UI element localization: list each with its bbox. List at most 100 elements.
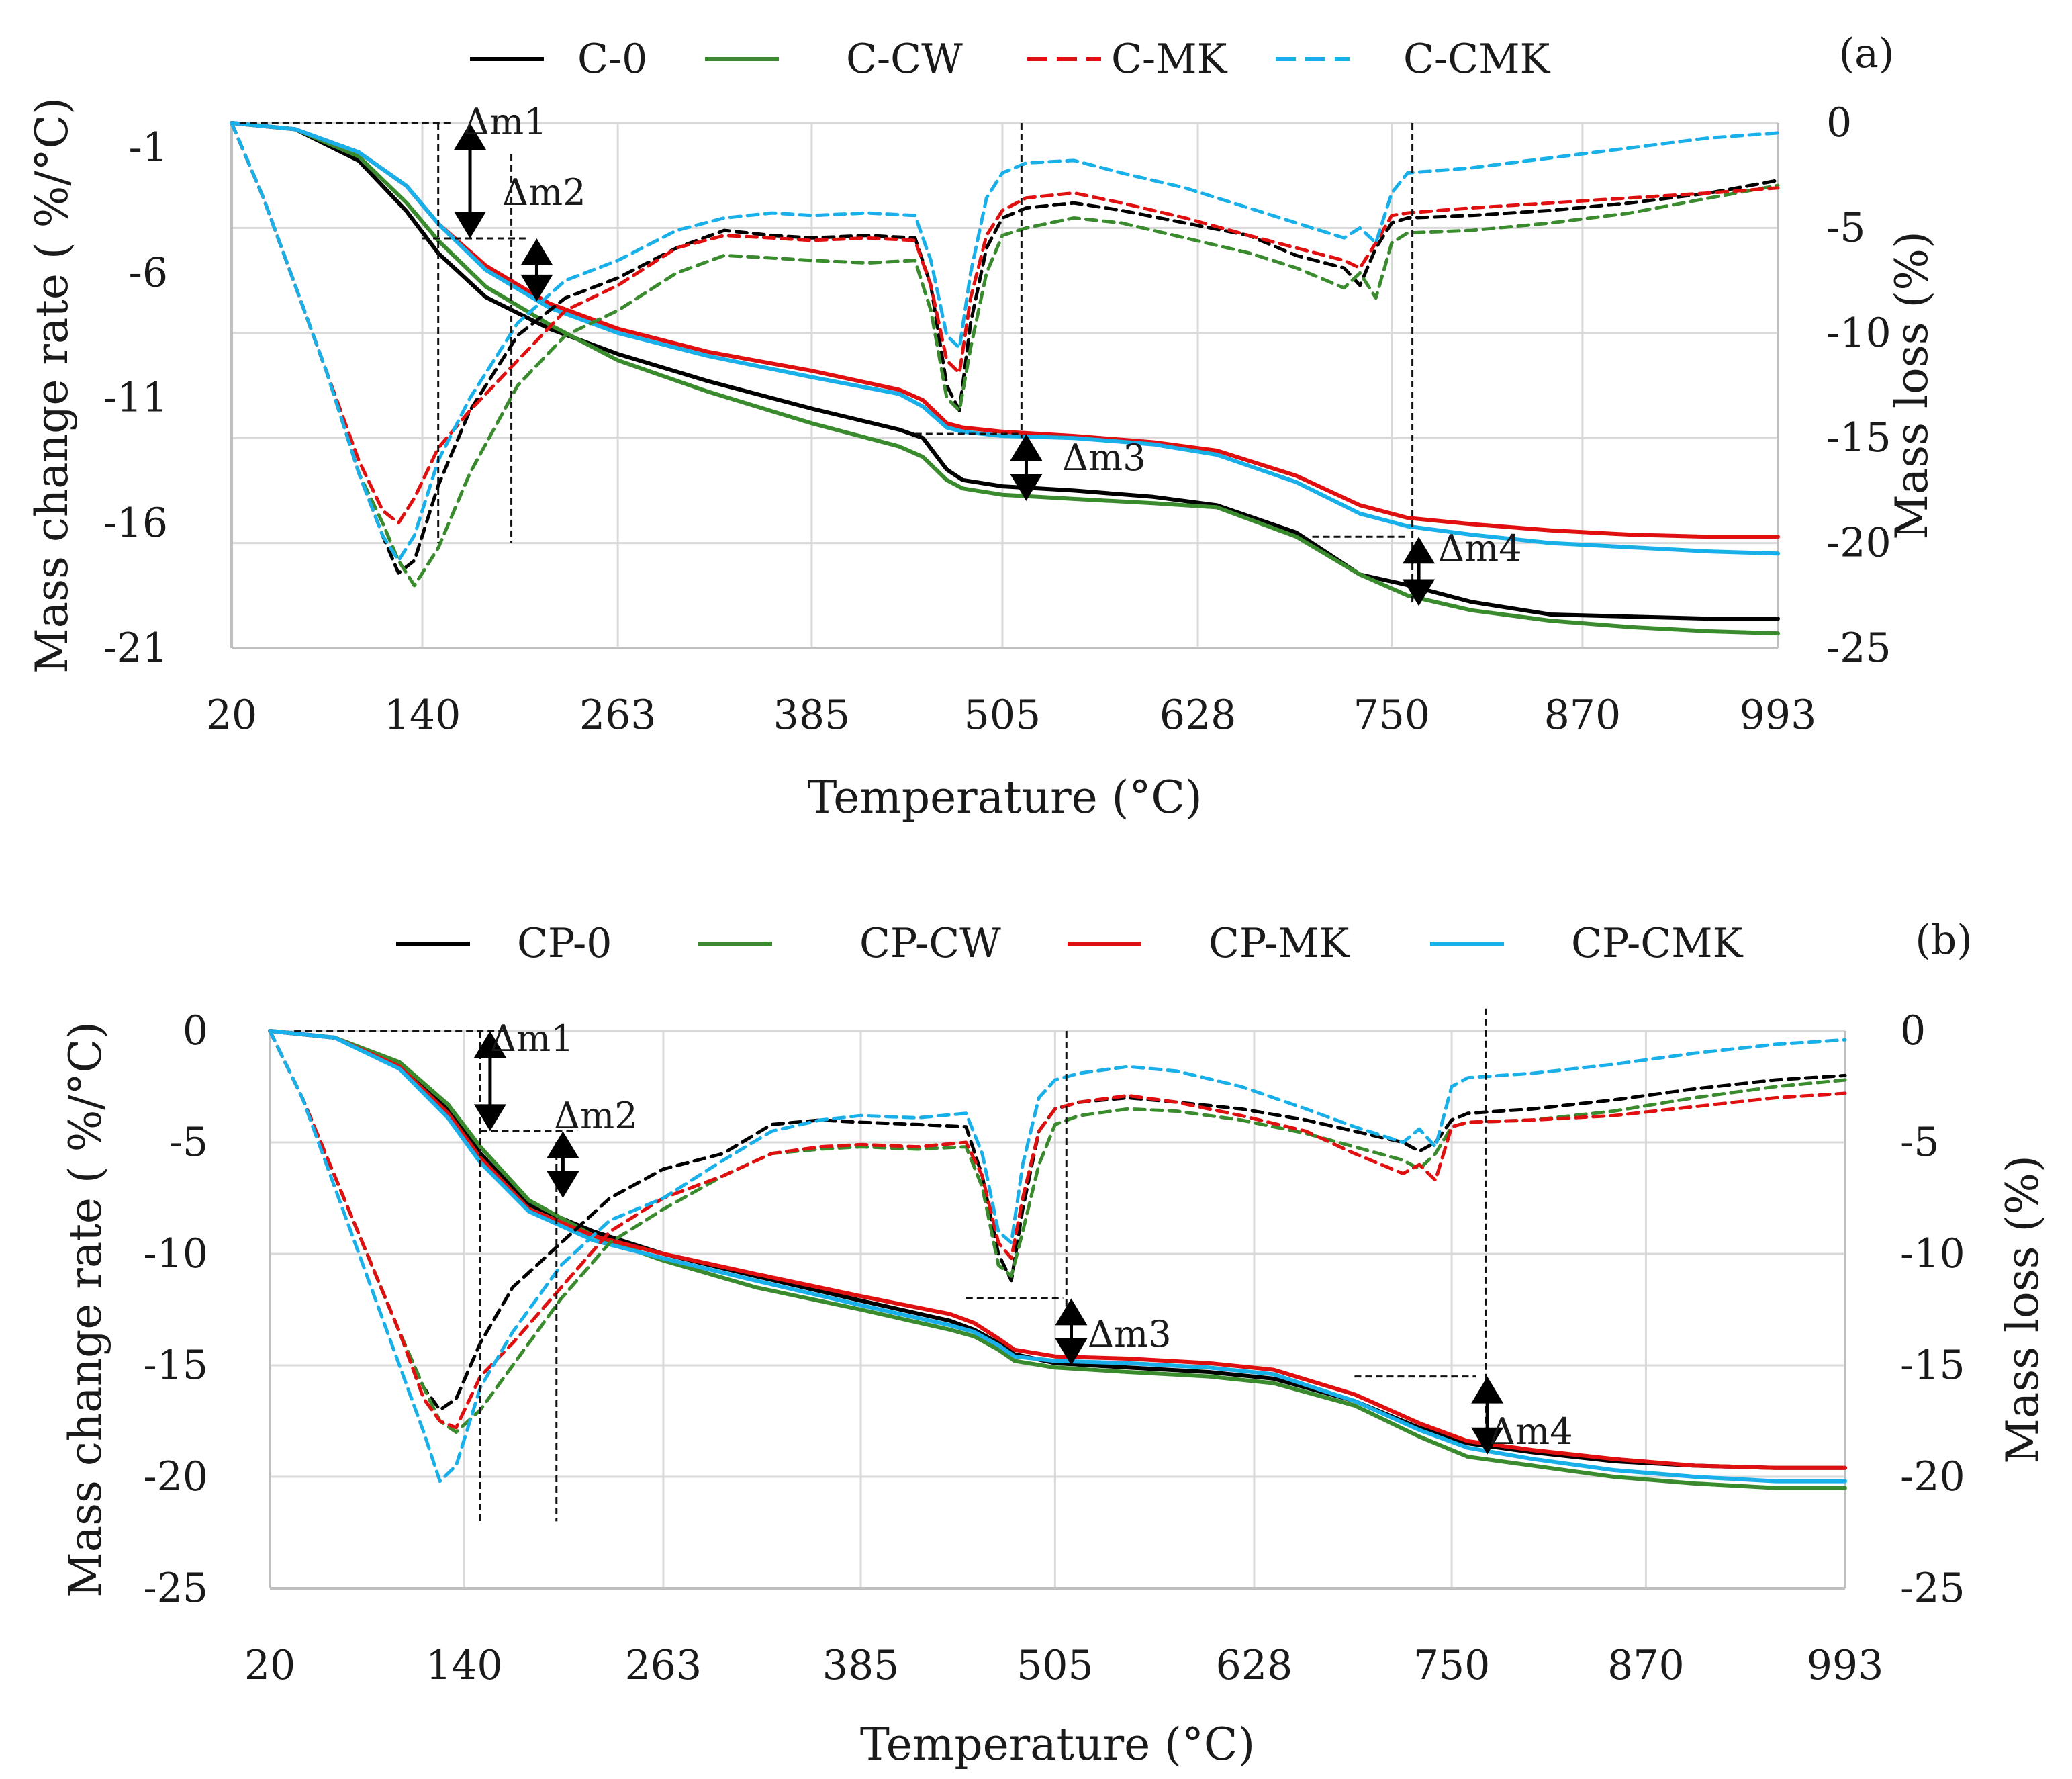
arrow-down-icon bbox=[547, 1171, 579, 1198]
y-left-tick-label: -20 bbox=[143, 1453, 208, 1500]
mass-loss-line-1 bbox=[268, 1029, 1847, 1490]
panel-label: (b) bbox=[1915, 917, 1972, 964]
y-right-tick-label: 0 bbox=[1900, 1007, 1926, 1054]
x-tick-label: 140 bbox=[426, 1642, 503, 1689]
legend-label: CP-MK bbox=[1209, 920, 1350, 967]
y-right-axis-title: Mass loss (%) bbox=[1886, 231, 1938, 539]
y-left-tick-label: -15 bbox=[143, 1342, 208, 1389]
y-right-tick-label: -15 bbox=[1826, 414, 1891, 461]
y-right-tick-label: 0 bbox=[1826, 99, 1852, 146]
x-tick-label: 263 bbox=[579, 692, 657, 739]
y-right-tick-label: -25 bbox=[1826, 625, 1891, 672]
delta-mass-label: Δm4 bbox=[1438, 527, 1522, 569]
delta-mass-label: Δm3 bbox=[1088, 1313, 1172, 1355]
legend-label: C-0 bbox=[577, 36, 647, 83]
mass-loss-line-0 bbox=[230, 121, 1780, 621]
legend-label: C-CW bbox=[846, 36, 963, 83]
legend-item: CP-MK bbox=[1068, 920, 1350, 967]
legend: C-0 C-CW C-MK C-CMK bbox=[470, 36, 1551, 83]
delta-mass-label: Δm4 bbox=[1489, 1410, 1573, 1453]
legend: CP-0 CP-CW CP-MK CP-CMK bbox=[396, 920, 1744, 967]
x-tick-label: 993 bbox=[1807, 1642, 1884, 1689]
y-left-tick-label: -1 bbox=[129, 124, 168, 171]
legend-item: CP-0 bbox=[396, 920, 612, 967]
y-right-tick-label: -20 bbox=[1826, 520, 1891, 567]
x-tick-label: 263 bbox=[625, 1642, 702, 1689]
arrow-down-icon bbox=[454, 212, 487, 239]
x-axis-title: Temperature (°C) bbox=[860, 1719, 1255, 1770]
arrow-up-icon bbox=[547, 1131, 579, 1158]
x-tick-label: 385 bbox=[822, 1642, 900, 1689]
y-left-tick-label: -11 bbox=[103, 375, 168, 422]
mass-loss-line-0 bbox=[268, 1029, 1847, 1470]
mass-loss-line-2 bbox=[268, 1029, 1847, 1470]
legend-item: C-0 bbox=[470, 36, 647, 83]
y-right-axis-title: Mass loss (%) bbox=[1997, 1155, 2049, 1463]
delta-mass-label: Δm3 bbox=[1062, 437, 1146, 479]
legend-label: C-CMK bbox=[1403, 36, 1551, 83]
series-group bbox=[230, 121, 1780, 636]
legend-item: C-CW bbox=[705, 36, 963, 83]
x-tick-label: 628 bbox=[1160, 692, 1237, 739]
dashed-rate-line-6 bbox=[230, 121, 1780, 525]
y-right-tick-label: -5 bbox=[1826, 204, 1865, 251]
delta-mass-label: Δm1 bbox=[490, 1017, 574, 1060]
legend-label: CP-CMK bbox=[1571, 920, 1744, 967]
y-right-tick-label: -20 bbox=[1900, 1453, 1965, 1500]
y-right-tick-label: -25 bbox=[1900, 1565, 1965, 1612]
legend-label: CP-0 bbox=[517, 920, 612, 967]
dashed-rate-line-7 bbox=[268, 1029, 1847, 1484]
series-group bbox=[268, 1029, 1847, 1490]
arrow-down-icon bbox=[520, 274, 553, 302]
x-axis-title: Temperature (°C) bbox=[807, 772, 1202, 823]
panel-label: (a) bbox=[1839, 30, 1895, 77]
y-left-tick-label: -6 bbox=[129, 249, 168, 296]
dashed-rate-line-4 bbox=[268, 1029, 1847, 1412]
y-right-tick-label: -5 bbox=[1900, 1119, 1939, 1166]
x-tick-label: 20 bbox=[244, 1642, 295, 1689]
arrow-up-icon bbox=[1403, 537, 1435, 564]
y-left-tick-label: 0 bbox=[183, 1007, 208, 1054]
y-left-tick-label: -10 bbox=[143, 1230, 208, 1277]
x-tick-label: 870 bbox=[1607, 1642, 1685, 1689]
x-tick-label: 505 bbox=[964, 692, 1041, 739]
x-tick-label: 993 bbox=[1740, 692, 1817, 739]
y-left-axis-title: Mass change rate ( %/°C) bbox=[60, 1021, 111, 1598]
arrow-down-icon bbox=[1010, 474, 1043, 502]
dashed-rate-line-4 bbox=[230, 121, 1780, 575]
arrow-down-icon bbox=[1403, 579, 1435, 606]
dashed-rate-line-6 bbox=[268, 1029, 1847, 1430]
legend-item: CP-CW bbox=[698, 920, 1001, 967]
y-right-tick-label: -10 bbox=[1826, 310, 1891, 357]
x-tick-label: 750 bbox=[1413, 1642, 1491, 1689]
x-tick-label: 505 bbox=[1017, 1642, 1094, 1689]
legend-item: C-MK bbox=[1027, 36, 1228, 83]
arrow-up-icon bbox=[1055, 1298, 1088, 1326]
gridlines bbox=[269, 1030, 1846, 1590]
x-tick-label: 870 bbox=[1544, 692, 1621, 739]
panel-a: 20 140 263 385 505 628 750 870 993 -1 -6 -11 -16 -21 0… bbox=[26, 30, 1938, 823]
mass-loss-line-1 bbox=[230, 121, 1780, 636]
mass-loss-line-2 bbox=[230, 121, 1780, 539]
legend-label: CP-CW bbox=[859, 920, 1001, 967]
y-right-tick-label: -15 bbox=[1900, 1342, 1965, 1389]
x-tick-label: 750 bbox=[1354, 692, 1431, 739]
arrow-down-icon bbox=[473, 1104, 506, 1132]
y-left-tick-label: -21 bbox=[103, 625, 168, 672]
arrow-up-icon bbox=[520, 238, 553, 266]
arrow-up-icon bbox=[1471, 1376, 1504, 1404]
mass-loss-line-3 bbox=[268, 1029, 1847, 1484]
y-left-tick-label: -25 bbox=[143, 1565, 208, 1612]
y-left-tick-label: -16 bbox=[103, 500, 168, 547]
x-tick-label: 385 bbox=[773, 692, 851, 739]
arrow-down-icon bbox=[1055, 1338, 1088, 1365]
legend-label: C-MK bbox=[1111, 36, 1228, 83]
dashed-rate-line-5 bbox=[268, 1029, 1847, 1434]
y-left-axis-title: Mass change rate ( %/°C) bbox=[26, 97, 78, 674]
arrow-up-icon bbox=[1010, 433, 1043, 461]
legend-item: C-CMK bbox=[1276, 36, 1551, 83]
dashed-rate-line-5 bbox=[230, 121, 1780, 588]
delta-mass-label: Δm2 bbox=[554, 1095, 638, 1137]
panel-b: 20 140 263 385 505 628 750 870 993 0 -5 -10 -15 -20 -2… bbox=[60, 917, 2049, 1770]
